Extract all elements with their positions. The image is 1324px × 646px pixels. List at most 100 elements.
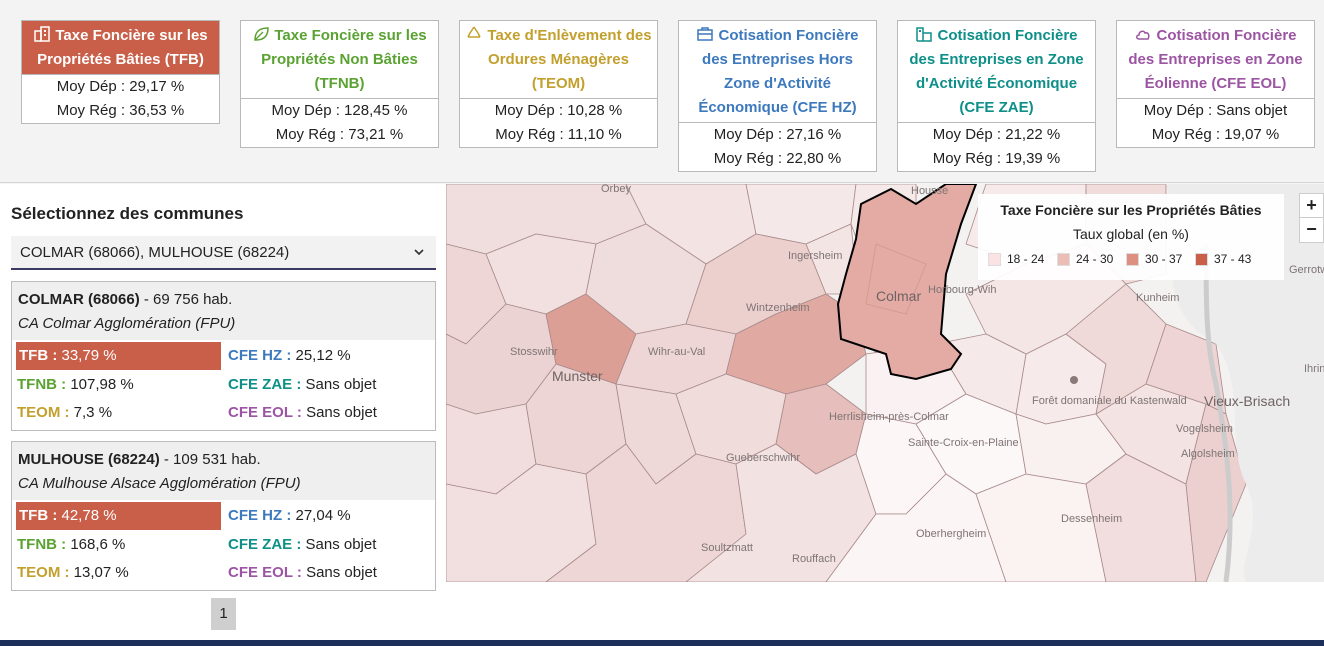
card-cfe-eol-dep: Moy Dép : Sans objet	[1143, 102, 1288, 119]
rate-cfe-zae-label: CFE ZAE :	[228, 536, 302, 553]
rate-cfe-hz-label: CFE HZ :	[228, 507, 292, 524]
rate-teom: TEOM : 13,07 %	[17, 559, 129, 587]
rate-tfb-label: TFB :	[19, 507, 58, 524]
place-label: Soultzmatt	[701, 542, 753, 554]
map-footer	[446, 582, 1324, 646]
leaf-icon	[254, 26, 270, 41]
place-label: Stosswihr	[510, 346, 558, 358]
legend-swatch	[1195, 252, 1208, 266]
rate-teom: TEOM : 7,3 %	[17, 399, 112, 427]
card-teom-dep: Moy Dép : 10,28 %	[494, 102, 623, 119]
rate-teom-label: TEOM :	[17, 404, 70, 421]
rate-cfe-eol-label: CFE EOL :	[228, 404, 302, 421]
rate-cfe-zae: CFE ZAE : Sans objet	[228, 531, 376, 559]
card-teom[interactable]: Taxe d'Enlèvement des Ordures Ménagères …	[459, 20, 658, 148]
rate-cfe-zae-label: CFE ZAE :	[228, 376, 302, 393]
rate-teom-value: 7,3 %	[73, 404, 113, 421]
place-label: Herrlisheim-près-Colmar	[829, 411, 949, 423]
rate-tfb-label: TFB :	[19, 347, 58, 364]
card-cfe-zae-title: Cotisation Foncière des Entreprises en Z…	[909, 26, 1084, 116]
commune-name: COLMAR (68066)	[18, 291, 140, 308]
choropleth-map[interactable]: Orbey Housse Colmar Horbourg-Wih Ingersh…	[446, 184, 1324, 582]
place-label: Oberhergheim	[916, 528, 986, 540]
card-tfnb[interactable]: Taxe Foncière sur les Propriétés Non Bât…	[240, 20, 439, 148]
rate-cfe-hz: CFE HZ : 27,04 %	[228, 502, 351, 530]
card-cfe-zae-dep: Moy Dép : 21,22 %	[932, 126, 1061, 143]
card-cfe-eol-reg: Moy Rég : 19,07 %	[1151, 126, 1280, 143]
card-teom-title: Taxe d'Enlèvement des Ordures Ménagères …	[464, 24, 653, 96]
card-tfb-dep: Moy Dép : 29,17 %	[56, 78, 185, 95]
map-legend: Taxe Foncière sur les Propriétés Bâties …	[978, 194, 1284, 280]
place-label: Forêt domaniale du Kastenwald	[1032, 395, 1187, 407]
card-cfe-zae[interactable]: Cotisation Foncière des Entreprises en Z…	[897, 20, 1096, 172]
rate-tfnb-value: 168,6 %	[70, 536, 126, 553]
legend-label: 18 - 24	[1007, 252, 1045, 266]
place-label: Sainte-Croix-en-Plaine	[908, 437, 1019, 449]
commune-epci: CA Colmar Agglomération (FPU)	[18, 315, 236, 332]
taskbar-edge	[0, 640, 1324, 646]
colmar-streets	[865, 243, 927, 315]
rate-cfe-hz-value: 27,04 %	[295, 507, 351, 524]
commune-card-colmar: COLMAR (68066) - 69 756 hab. CA Colmar A…	[11, 281, 436, 431]
card-tfb[interactable]: Taxe Foncière sur les Propriétés Bâties …	[21, 20, 220, 124]
rate-cfe-eol-value: Sans objet	[306, 404, 377, 421]
commune-select[interactable]: COLMAR (68066), MULHOUSE (68224)	[11, 236, 436, 270]
map-canvas[interactable]: Orbey Housse Colmar Horbourg-Wih Ingersh…	[446, 184, 1324, 582]
rate-tfb: TFB : 42,78 %	[16, 502, 221, 530]
zoom-control: + −	[1299, 193, 1324, 243]
rate-tfnb-label: TFNB :	[17, 376, 67, 393]
place-label: Housse	[911, 185, 948, 197]
rate-tfb: TFB : 33,79 %	[16, 342, 221, 370]
river-line	[1203, 243, 1233, 582]
card-cfe-zae-reg: Moy Rég : 19,39 %	[932, 150, 1061, 167]
card-cfe-hz-dep: Moy Dép : 27,16 %	[713, 126, 842, 143]
rate-cfe-hz-label: CFE HZ :	[228, 347, 292, 364]
commune-population: - 69 756 hab.	[139, 291, 233, 308]
legend-label: 24 - 30	[1076, 252, 1114, 266]
card-tfnb-title: Taxe Foncière sur les Propriétés Non Bât…	[245, 24, 434, 96]
place-label: Algolsheim	[1181, 448, 1235, 460]
rate-cfe-eol: CFE EOL : Sans objet	[228, 399, 377, 427]
commune-header: MULHOUSE (68224) - 109 531 hab. CA Mulho…	[12, 442, 435, 500]
place-label-colmar: Colmar	[876, 288, 921, 304]
commune-epci: CA Mulhouse Alsace Agglomération (FPU)	[18, 475, 301, 492]
rate-tfnb: TFNB : 107,98 %	[17, 371, 134, 399]
place-label: Ihrin	[1304, 363, 1324, 375]
place-label: Rouffach	[792, 553, 836, 565]
commune-area-colmar-selected[interactable]	[836, 184, 978, 381]
card-cfe-eol-header: Cotisation Foncière des Entreprises en Z…	[1117, 21, 1314, 99]
card-cfe-hz-reg: Moy Rég : 22,80 %	[713, 150, 842, 167]
rate-teom-label: TEOM :	[17, 564, 70, 581]
place-label: Vieux-Brisach	[1204, 393, 1290, 409]
legend-label: 37 - 43	[1214, 252, 1252, 266]
card-teom-header: Taxe d'Enlèvement des Ordures Ménagères …	[460, 21, 657, 99]
zoom-in-button[interactable]: +	[1300, 194, 1323, 218]
legend-title: Taxe Foncière sur les Propriétés Bâties	[1000, 202, 1262, 218]
place-label: Gueberschwihr	[726, 452, 800, 464]
rate-cfe-hz-value: 25,12 %	[295, 347, 351, 364]
cloud-icon	[1136, 30, 1151, 40]
rate-cfe-eol-label: CFE EOL :	[228, 564, 302, 581]
legend-swatch	[1057, 252, 1070, 266]
card-cfe-eol-title: Cotisation Foncière des Entreprises en Z…	[1128, 26, 1303, 92]
card-tfb-header: Taxe Foncière sur les Propriétés Bâties …	[22, 21, 219, 75]
place-label: Munster	[552, 368, 603, 384]
rate-tfnb: TFNB : 168,6 %	[17, 531, 125, 559]
place-label: Horbourg-Wih	[928, 284, 996, 296]
legend-swatch	[1126, 252, 1139, 266]
legend-swatch	[988, 252, 1001, 266]
card-cfe-hz[interactable]: Cotisation Foncière des Entreprises Hors…	[678, 20, 877, 172]
commune-population: - 109 531 hab.	[159, 451, 261, 468]
pagination-page[interactable]: 1	[211, 598, 236, 630]
commune-header: COLMAR (68066) - 69 756 hab. CA Colmar A…	[12, 282, 435, 340]
recycle-icon	[467, 26, 482, 38]
place-label: Wihr-au-Val	[648, 346, 705, 358]
zoom-out-button[interactable]: −	[1306, 219, 1317, 239]
legend-label: 30 - 37	[1145, 252, 1183, 266]
card-cfe-eol[interactable]: Cotisation Foncière des Entreprises en Z…	[1116, 20, 1315, 148]
card-tfnb-dep: Moy Dép : 128,45 %	[271, 102, 408, 119]
commune-area[interactable]	[1145, 323, 1227, 415]
place-label: Wintzenheim	[746, 302, 810, 314]
rate-tfnb-label: TFNB :	[17, 536, 67, 553]
commune-name: MULHOUSE (68224)	[18, 451, 160, 468]
